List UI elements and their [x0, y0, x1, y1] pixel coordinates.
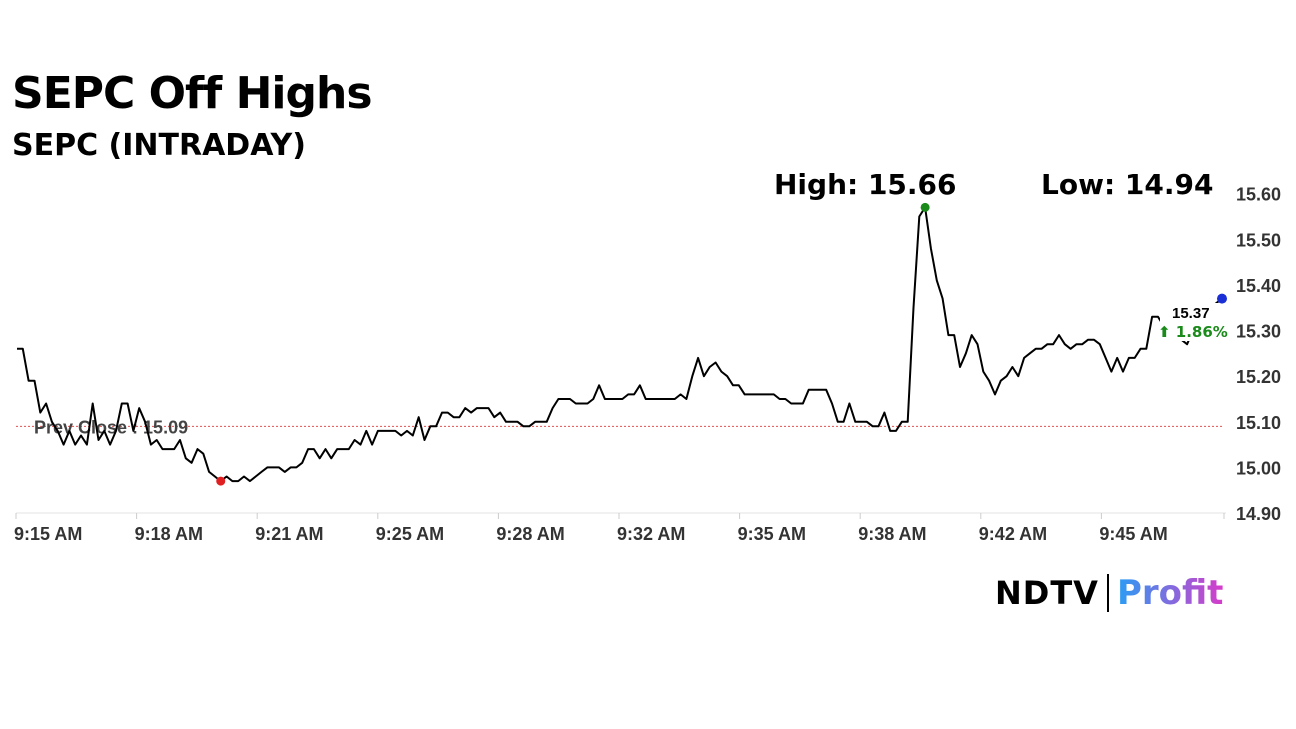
high-label: High: 15.66: [774, 168, 957, 201]
price-series-line: [17, 206, 1223, 483]
x-tick-label: 9:35 AM: [738, 524, 806, 544]
y-axis-ticks: 14.90 15.00 15.10 15.20 15.30 15.40 15.50 15.60: [1236, 185, 1281, 524]
ndtv-profit-logo: NDTV Profit: [995, 572, 1223, 614]
low-label: Low: 14.94: [1041, 168, 1214, 201]
y-tick-label: 14.90: [1236, 504, 1281, 524]
x-tick-label: 9:38 AM: [858, 524, 926, 544]
x-tick-label: 9:15 AM: [14, 524, 82, 544]
x-axis-ticks: 9:15 AM 9:18 AM 9:21 AM 9:25 AM 9:28 AM 9:32 …: [14, 513, 1225, 544]
last-price-value: 15.37: [1172, 305, 1210, 322]
low-point-marker: [216, 476, 226, 486]
x-tick-label: 9:28 AM: [496, 524, 564, 544]
chart-subtitle: SEPC (INTRADAY): [12, 128, 306, 163]
x-tick-label: 9:25 AM: [376, 524, 444, 544]
last-price-callout: [1160, 303, 1218, 341]
x-tick-label: 9:18 AM: [135, 524, 203, 544]
y-tick-label: 15.10: [1236, 413, 1281, 433]
y-tick-label: 15.50: [1236, 230, 1281, 250]
logo-divider: [1106, 574, 1109, 612]
logo-profit: Profit: [1116, 573, 1224, 613]
prev-close-label: Prev Close : 15.09: [34, 417, 188, 437]
x-tick-label: 9:45 AM: [1099, 524, 1167, 544]
price-change-percent: ⬆ 1.86%: [1158, 323, 1228, 341]
last-price-marker: [1217, 293, 1227, 304]
page-title: SEPC Off Highs: [12, 68, 373, 119]
x-tick-label: 9:42 AM: [979, 524, 1047, 544]
y-tick-label: 15.00: [1236, 458, 1281, 478]
x-tick-label: 9:21 AM: [255, 524, 323, 544]
y-tick-label: 15.60: [1236, 185, 1281, 205]
x-tick-label: 9:32 AM: [617, 524, 685, 544]
y-tick-label: 15.30: [1236, 322, 1281, 342]
y-tick-label: 15.40: [1236, 276, 1281, 296]
high-point-marker: [920, 202, 930, 212]
logo-ndtv: NDTV: [995, 574, 1099, 612]
y-tick-label: 15.20: [1236, 367, 1281, 387]
